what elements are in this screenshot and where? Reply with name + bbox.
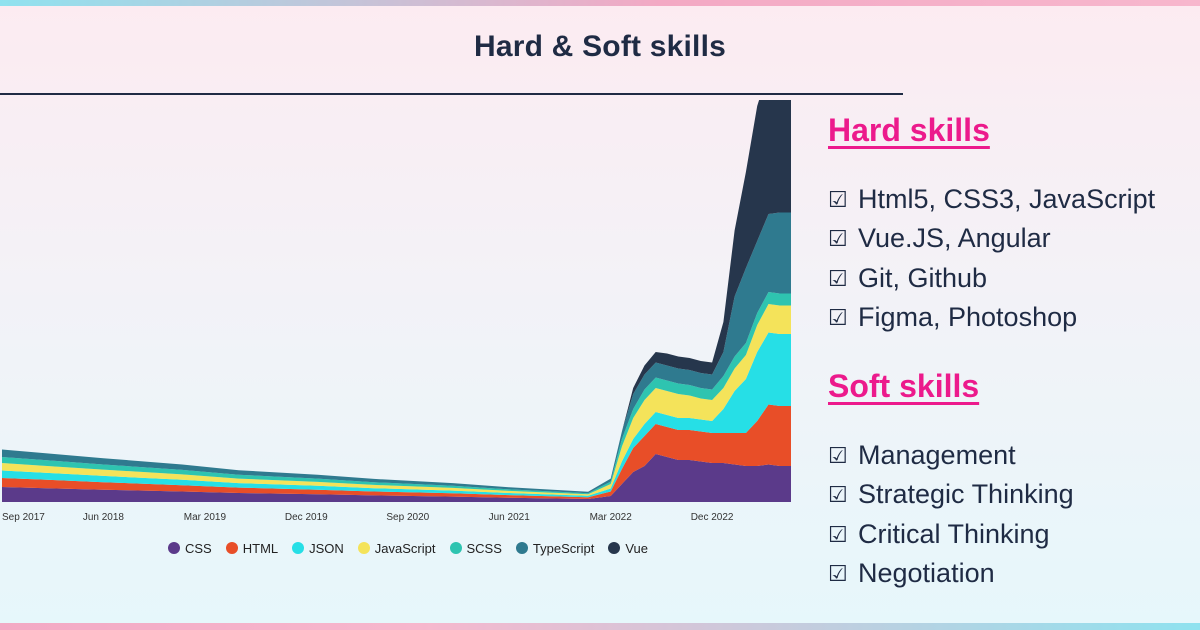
series-area-json (2, 332, 791, 498)
skill-label: Html5, CSS3, JavaScript (858, 184, 1156, 214)
legend-item[interactable]: TypeScript (515, 540, 595, 556)
legend-item[interactable]: SCSS (449, 540, 502, 556)
hard-skills-section: Hard skills ☑ Html5, CSS3, JavaScript ☑ Vue… (828, 110, 1188, 337)
legend-label: JavaScript (374, 540, 436, 556)
legend-item[interactable]: CSS (168, 541, 212, 556)
legend-swatch (357, 542, 370, 554)
hard-skills-list: ☑ Html5, CSS3, JavaScript ☑ Vue.JS, Angular… (828, 180, 1188, 337)
page-title: Hard & Soft skills (474, 30, 726, 63)
skill-label: Critical Thinking (858, 518, 1050, 549)
skill-item: ☑ Vue.JS, Angular (828, 219, 1188, 258)
skill-item: ☑ Critical Thinking (828, 515, 1188, 554)
skill-item: ☑ Negotiation (828, 554, 1188, 593)
checkbox-icon: ☑ (828, 482, 848, 508)
hard-skills-heading: Hard skills (828, 112, 990, 148)
chart-areas (2, 100, 791, 502)
legend-label: SCSS (466, 540, 502, 556)
legend-swatch (168, 542, 180, 554)
skill-label: Management (858, 440, 1016, 470)
checkbox-icon: ☑ (828, 521, 848, 547)
legend-label: JSON (309, 540, 344, 556)
legend-swatch (515, 542, 528, 554)
skill-item: ☑ Management (828, 436, 1188, 475)
legend-swatch (608, 542, 621, 554)
x-axis: Sep 2017 Jun 2018 Mar 2019 Dec 2019 Sep 2020… (2, 512, 734, 523)
soft-skills-section: Soft skills ☑ Management ☑ Strategic Thinki… (828, 366, 1188, 593)
legend-item[interactable]: JSON (292, 541, 344, 556)
stacked-area-chart: Sep 2017 Jun 2018 Mar 2019 Dec 2019 Sep 2020… (2, 100, 791, 523)
soft-skills-list: ☑ Management ☑ Strategic Thinking ☑ Critical … (828, 436, 1188, 593)
skill-label: Negotiation (858, 557, 995, 588)
x-tick-label: Dec 2022 (691, 512, 734, 523)
x-tick-label: Jun 2021 (489, 512, 531, 523)
bottom-gradient-bar (0, 623, 1200, 630)
checkbox-icon: ☑ (828, 187, 848, 212)
legend-swatch (292, 542, 305, 554)
skill-item: ☑ Html5, CSS3, JavaScript (828, 180, 1188, 219)
checkbox-icon: ☑ (828, 265, 848, 291)
legend-item[interactable]: JavaScript (357, 540, 436, 556)
legend-swatch (225, 542, 238, 554)
legend-swatch (449, 542, 462, 554)
skill-label: Strategic Thinking (858, 479, 1074, 510)
legend-label: TypeScript (532, 540, 595, 556)
checkbox-icon: ☑ (828, 443, 848, 468)
top-gradient-bar (0, 0, 1200, 6)
checkbox-icon: ☑ (828, 304, 848, 330)
soft-skills-heading: Soft skills (828, 368, 980, 404)
x-tick-label: Mar 2019 (184, 512, 227, 523)
series-area-css (2, 454, 791, 502)
skill-item: ☑ Strategic Thinking (828, 475, 1188, 514)
checkbox-icon: ☑ (828, 560, 848, 586)
x-tick-label: Sep 2020 (386, 512, 429, 523)
legend-label: HTML (242, 540, 279, 556)
x-tick-label: Jun 2018 (83, 512, 125, 523)
x-tick-label: Sep 2017 (2, 512, 45, 523)
skill-label: Git, Github (858, 262, 988, 293)
title-divider (0, 93, 903, 95)
skill-item: ☑ Git, Github (828, 259, 1188, 298)
chart-legend: CSS HTML JSON JavaScript SCSS TypeScript Vue (168, 539, 662, 557)
skill-label: Vue.JS, Angular (858, 223, 1051, 254)
x-tick-label: Mar 2022 (590, 512, 633, 523)
legend-label: Vue (625, 540, 648, 556)
legend-item[interactable]: HTML (225, 540, 279, 556)
skill-label: Figma, Photoshop (858, 301, 1078, 332)
legend-label: CSS (185, 540, 212, 556)
x-tick-label: Dec 2019 (285, 512, 328, 523)
series-area-html (2, 404, 791, 499)
checkbox-icon: ☑ (828, 226, 848, 252)
legend-item[interactable]: Vue (608, 541, 648, 556)
skill-item: ☑ Figma, Photoshop (828, 298, 1188, 337)
